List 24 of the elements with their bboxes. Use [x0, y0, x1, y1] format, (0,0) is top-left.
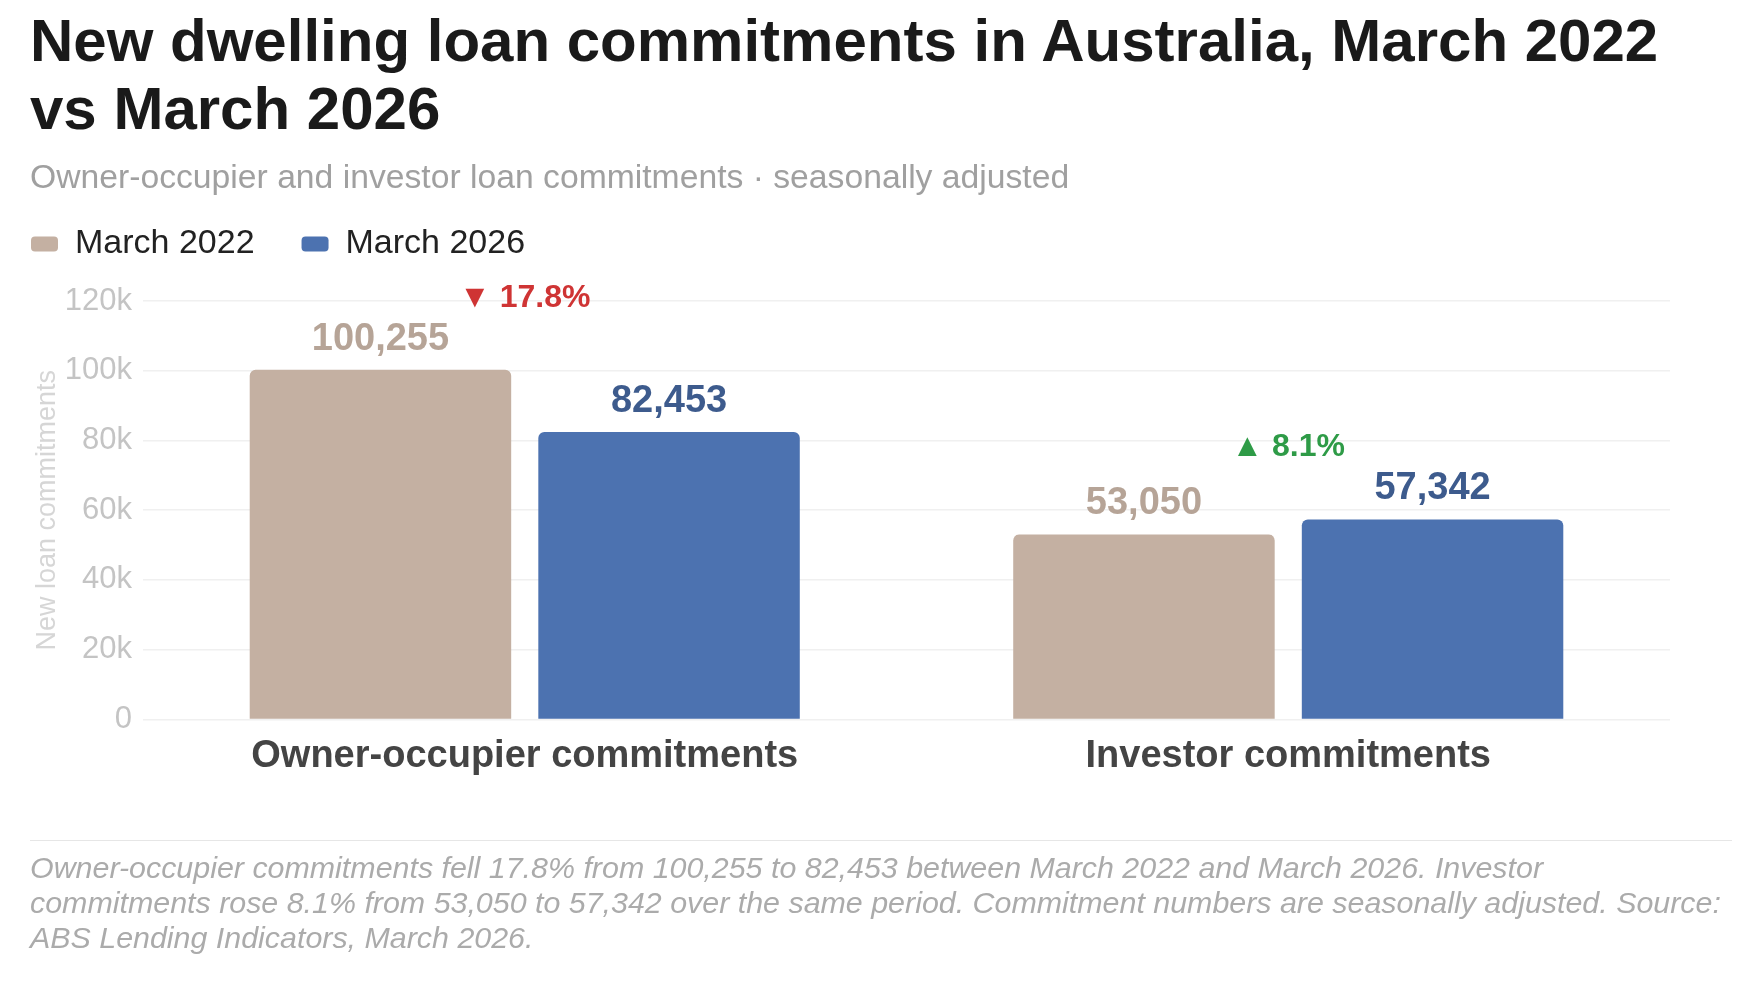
text: Owner-occupier commitments fell 17.8% from 100,255 to 82,453 between March 2022 and March 2026. Investor commitments rose 8.1% from 53,050 to 57,342 over the same period. Commitment numbers are seasonally adjusted. Source: ABS Lending Indicators, March 2026.: [30, 850, 1722, 955]
data-label: 100,255: [311, 315, 450, 358]
chart-subtitle: Owner-occupier and investor loan commitments · seasonally adjusted: [30, 157, 1070, 195]
legend-label: March 2022: [75, 222, 255, 261]
y-tick-label: 0: [114, 699, 132, 735]
bar: [249, 369, 512, 719]
y-tick-label: 20k: [82, 630, 133, 666]
y-tick-label: 100k: [64, 351, 133, 387]
data-label: 53,050: [1085, 480, 1203, 523]
bar: [1013, 534, 1275, 719]
y-tick-label: 60k: [82, 490, 133, 526]
data-label: 57,342: [1374, 465, 1491, 508]
x-tick-label: Owner-occupier commitments: [251, 732, 799, 775]
annotation: ▲ 8.1%: [1231, 427, 1345, 464]
y-tick-label: 40k: [82, 560, 133, 596]
bar: [1301, 519, 1564, 719]
x-tick-label: Investor commitments: [1085, 732, 1491, 775]
chart-title: New dwelling loan commitments in Australia, March 2022 vs March 2026: [30, 7, 1660, 143]
data-label: 82,453: [610, 377, 728, 420]
bar: [538, 431, 800, 719]
y-tick-label: 80k: [82, 421, 133, 457]
annotation: ▼ 17.8%: [459, 277, 591, 314]
y-tick-label: 120k: [64, 281, 133, 317]
legend-label: March 2026: [345, 222, 526, 261]
